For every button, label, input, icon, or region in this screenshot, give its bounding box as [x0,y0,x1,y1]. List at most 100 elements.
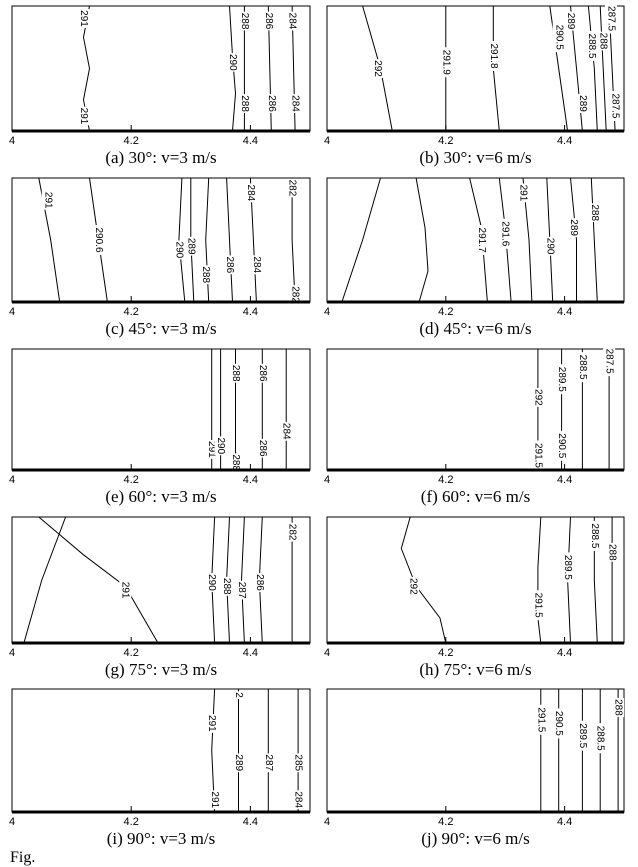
panel-frame [326,348,625,471]
panel-caption: (e) 60°: v=3 m/s [105,487,216,506]
contour-panel: 291 290 288 287 286 282 4 4.2 4.4 (g) 75°: v=3 m/… [9,516,311,679]
contour-label-bg [543,236,556,256]
panel-caption: (a) 30°: v=3 m/s [105,148,216,167]
contour-label: 291 [518,185,529,202]
panel-caption: (g) 75°: v=3 m/s [105,660,217,679]
isotherm-line [38,516,159,644]
contour-label: 288.5 [577,355,588,380]
x-tick-label: 4.2 [438,135,453,147]
panel-caption: (b) 30°: v=6 m/s [419,148,531,167]
contour-label-bg [256,363,269,383]
contour-label: 284 [290,95,301,112]
x-tick-label: 4.4 [557,474,572,486]
contour-label-bg [603,346,616,377]
contour-label: 286 [266,95,277,112]
panel-caption: (c) 45°: v=3 m/s [105,319,216,338]
contour-label: 291.7 [476,228,487,253]
contour-label: 287.5 [605,6,616,31]
contour-label-bg [576,352,589,383]
contour-label: 284 [287,13,298,30]
x-tick-label: 4 [324,647,330,659]
contour-label-bg [604,3,617,34]
contour-label-bg [588,520,601,551]
contour-panel: 292 291.5 289.5 288.5 288 4 4.2 4.4 (h) 75°: v=6… [324,516,625,679]
contour-label-bg [256,438,269,458]
contour-label: 292 [372,60,383,77]
contour-label-bg [531,590,544,621]
contour-label-bg [576,720,589,751]
contour-panel: 291.7 291.6 291 290 289 288 4 4.2 4.4 (d) 45°: v=… [324,177,625,338]
contour-label-bg [517,183,530,203]
contour-label: 291 [78,108,89,125]
contour-label-bg [119,580,132,600]
contour-label-bg [229,453,242,473]
contour-label: 288 [230,365,241,382]
contour-panel: 291 291 290 288 288 286 286 284 284 4 4.2 4.4 (a) 30… [9,5,311,167]
x-tick-label: 4 [324,816,330,828]
contour-label-bg [226,52,239,72]
x-tick-label: 4.4 [557,647,572,659]
contour-label-bg [265,94,278,113]
contour-label: 286 [224,256,235,273]
contour-label-bg [371,59,384,78]
contour-label: 291.9 [440,50,451,75]
contour-label: 290.5 [556,433,567,458]
panel-caption: (d) 45°: v=6 m/s [419,319,531,338]
contour-label: 287.5 [610,93,621,118]
contour-label: 287 [236,582,247,599]
contour-label-bg [612,698,625,717]
contour-label-bg [585,31,598,61]
x-tick-label: 4.2 [124,816,139,828]
contour-label: 289 [233,754,244,771]
contour-label: 287 [263,754,274,771]
contour-label: 284 [251,256,262,273]
contour-label: 286 [257,365,268,382]
contour-label: 290 [206,574,217,591]
x-tick-label: 4.2 [438,647,453,659]
isotherm-line [587,5,598,132]
contour-label-bg [223,255,236,275]
contour-label-bg [232,691,245,699]
contour-label: 290.5 [553,711,564,736]
contour-label-bg [531,440,544,471]
isotherm-line [570,177,577,302]
contour-label-bg [534,704,547,735]
contour-label: 288.5 [595,726,606,751]
panels-group: 291 291 290 288 288 286 286 284 284 4 4.2 4.4 (a) 30… [9,3,625,848]
contour-label: 288.5 [586,34,597,59]
x-tick-label: 4.2 [124,474,139,486]
contour-label-bg [205,573,218,592]
contour-label: 284 [245,185,256,202]
x-tick-label: 4.4 [243,474,258,486]
contour-label: 289.5 [556,367,567,392]
x-tick-label: 4.4 [557,135,572,147]
contour-label: 290 [544,238,555,255]
contour-label: 289 [568,219,579,236]
contour-label: 290 [227,54,238,71]
contour-panel: 291 291 289 2 287 285 284 4 4.2 4.4 (i) 90°: v=3 m… [9,688,311,848]
contour-label-bg [220,576,233,596]
isotherm-line [23,516,67,644]
contour-label: 284 [293,791,304,808]
contour-label: 287.5 [604,349,615,374]
x-tick-label: 4 [9,306,15,318]
x-tick-label: 4 [324,474,330,486]
contour-label: 291.5 [532,593,543,618]
x-tick-label: 4 [9,474,15,486]
contour-label: 288 [221,578,232,595]
contour-label: 292 [532,389,543,406]
panel-caption: (h) 75°: v=6 m/s [419,660,531,679]
panel-frame [11,688,311,813]
contour-label: 288 [613,699,624,716]
contour-label: 282 [287,524,298,541]
contour-label-bg [531,388,544,407]
panel-caption: (f) 60°: v=6 m/s [421,487,530,506]
contour-label-bg [208,790,221,810]
contour-label-bg [606,542,619,562]
contour-label: 289.5 [562,555,573,580]
contour-label: 291 [42,192,53,209]
x-tick-label: 4.2 [438,306,453,318]
contour-label: 288 [239,13,250,30]
